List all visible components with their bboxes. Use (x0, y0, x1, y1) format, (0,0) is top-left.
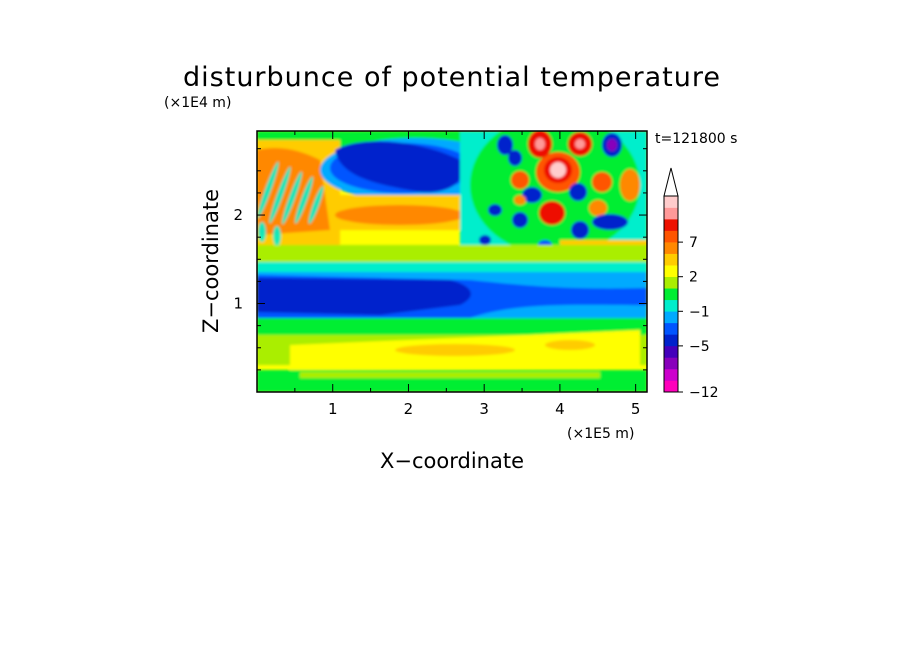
colorbar-swatch (664, 334, 678, 347)
colorbar-swatch (664, 219, 678, 231)
y-axis-label: Z−coordinate (199, 189, 223, 333)
colorbar-label: −5 (689, 339, 710, 355)
plot-frame (256, 130, 648, 393)
y-scale-note: (×1E4 m) (164, 95, 231, 111)
colorbar-swatch (664, 322, 678, 335)
colorbar-label: −1 (689, 304, 710, 320)
time-label: t=121800 s (655, 131, 737, 147)
x-axis: 1 2 3 4 5 (294, 131, 641, 418)
x-tick-label: 5 (631, 400, 641, 418)
x-tick-label: 4 (555, 400, 565, 418)
y-tick-label: 1 (233, 295, 243, 313)
y-axis: 12 (233, 148, 647, 371)
colorbar-swatch (664, 288, 678, 301)
x-tick-label: 3 (479, 400, 489, 418)
colorbar-swatch (664, 207, 678, 220)
contour-field (257, 131, 647, 392)
colorbar-label: 7 (689, 235, 698, 251)
colorbar-swatch (664, 265, 678, 278)
colorbar-swatch (664, 299, 678, 312)
colorbar-label: 2 (689, 270, 698, 286)
colorbar-swatch (664, 242, 678, 254)
colorbar-swatch (664, 368, 678, 381)
colorbar-frame (663, 195, 679, 393)
x-tick-label: 2 (404, 400, 414, 418)
colorbar-swatch (664, 380, 678, 393)
colorbar-swatch (664, 276, 678, 289)
x-scale-note: (×1E5 m) (567, 426, 634, 442)
x-axis-label: X−coordinate (380, 449, 524, 473)
colorbar-extend-arrow (663, 167, 679, 197)
y-tick-label: 2 (233, 206, 243, 224)
colorbar-swatch (664, 196, 678, 208)
colorbar-label: −12 (689, 385, 719, 401)
colorbar-swatch (664, 345, 678, 358)
colorbar-swatch (664, 311, 678, 324)
colorbar-swatch (664, 253, 678, 266)
colorbar: −12−5−127 (663, 167, 719, 401)
colorbar-swatch (664, 357, 678, 370)
chart-title: disturbunce of potential temperature (183, 62, 721, 93)
colorbar-swatch (664, 230, 678, 243)
x-tick-label: 1 (328, 400, 338, 418)
